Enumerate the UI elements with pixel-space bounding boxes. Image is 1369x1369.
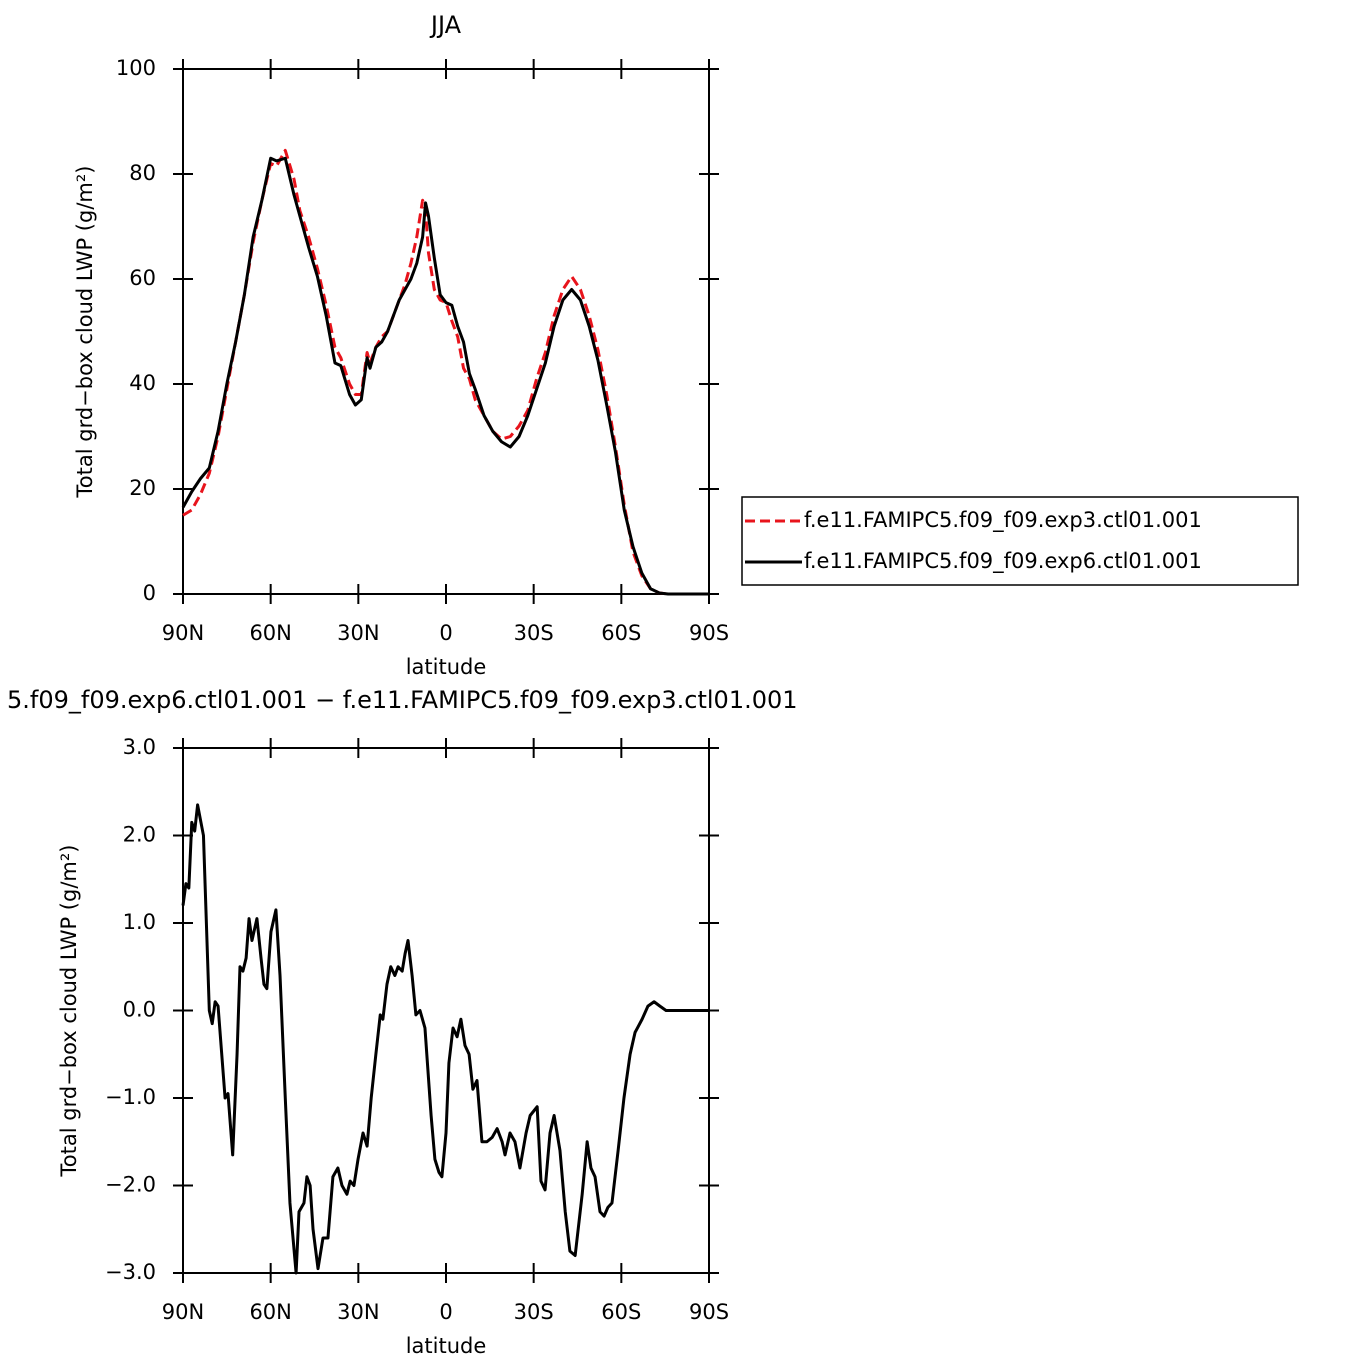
x-tick-label: 0 bbox=[439, 621, 452, 645]
plot-frame bbox=[182, 747, 710, 1274]
legend-label: f.e11.FAMIPC5.f09_f09.exp6.ctl01.001 bbox=[804, 549, 1202, 574]
legend-box bbox=[741, 496, 1299, 586]
x-axis-label: latitude bbox=[406, 1334, 487, 1358]
chart-title: JJA bbox=[429, 11, 462, 39]
x-tick-label: 90S bbox=[689, 621, 729, 645]
y-tick-label: 80 bbox=[129, 161, 156, 185]
data-line bbox=[182, 148, 709, 596]
y-tick-label: −2.0 bbox=[105, 1173, 156, 1197]
x-tick-label: 60N bbox=[249, 621, 291, 645]
data-line bbox=[181, 803, 709, 1275]
chart-title: 5.f09_f09.exp6.ctl01.001 − f.e11.FAMIPC5… bbox=[7, 686, 798, 714]
y-axis-label: Total grd−box cloud LWP (g/m²) bbox=[73, 166, 97, 499]
y-tick-label: 40 bbox=[129, 371, 156, 395]
x-axis-label: latitude bbox=[406, 655, 487, 679]
x-tick-label: 90S bbox=[689, 1300, 729, 1324]
data-line bbox=[181, 156, 709, 596]
y-tick-label: 1.0 bbox=[123, 910, 156, 934]
x-tick-label: 30N bbox=[337, 1300, 379, 1324]
y-tick-label: 2.0 bbox=[123, 823, 156, 847]
y-tick-label: −1.0 bbox=[105, 1085, 156, 1109]
y-tick-label: 0.0 bbox=[123, 998, 156, 1022]
y-tick-label: 0 bbox=[143, 581, 156, 605]
y-tick-label: 100 bbox=[116, 56, 156, 80]
x-tick-label: 30N bbox=[337, 621, 379, 645]
x-tick-label: 60S bbox=[601, 1300, 641, 1324]
plot-frame bbox=[182, 68, 710, 595]
x-tick-label: 60S bbox=[601, 621, 641, 645]
y-tick-label: 60 bbox=[129, 266, 156, 290]
x-tick-label: 90N bbox=[162, 1300, 204, 1324]
x-tick-label: 90N bbox=[162, 621, 204, 645]
y-tick-label: 3.0 bbox=[123, 735, 156, 759]
legend-label: f.e11.FAMIPC5.f09_f09.exp3.ctl01.001 bbox=[804, 508, 1202, 533]
x-tick-label: 60N bbox=[249, 1300, 291, 1324]
y-tick-label: −3.0 bbox=[105, 1260, 156, 1284]
x-tick-label: 30S bbox=[514, 621, 554, 645]
x-tick-label: 30S bbox=[514, 1300, 554, 1324]
y-axis-label: Total grd−box cloud LWP (g/m²) bbox=[57, 845, 81, 1178]
y-tick-label: 20 bbox=[129, 476, 156, 500]
x-tick-label: 0 bbox=[439, 1300, 452, 1324]
